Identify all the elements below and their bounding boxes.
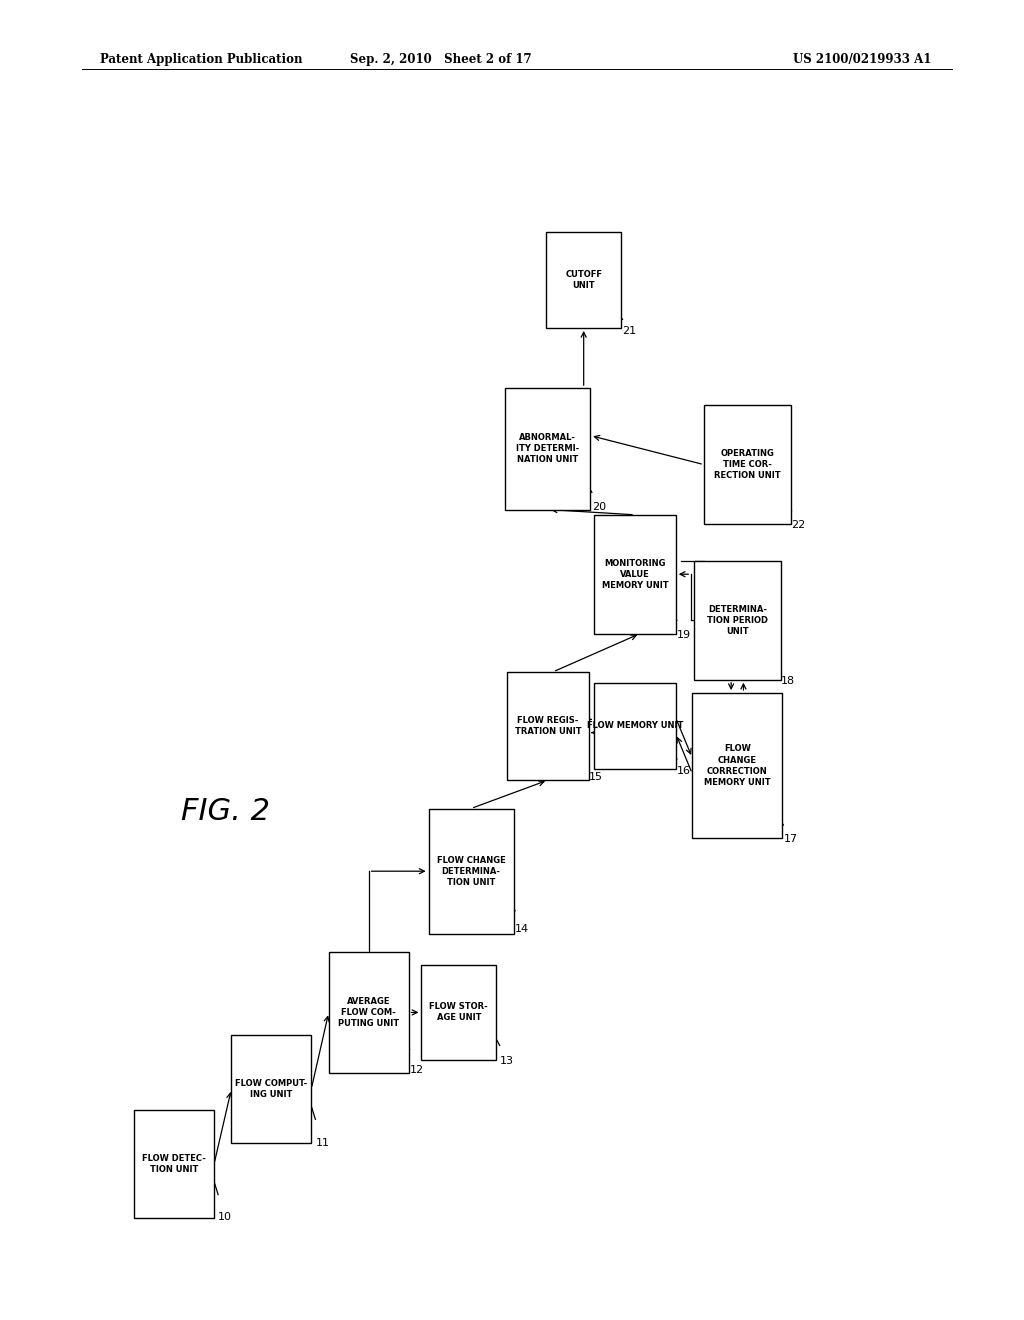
- Text: 17: 17: [783, 834, 798, 845]
- Bar: [692, 693, 782, 838]
- Text: 16: 16: [677, 766, 691, 776]
- Text: FLOW CHANGE
DETERMINA-
TION UNIT: FLOW CHANGE DETERMINA- TION UNIT: [436, 855, 506, 887]
- Bar: [231, 1035, 311, 1143]
- Text: 20: 20: [592, 502, 606, 512]
- Text: FLOW
CHANGE
CORRECTION
MEMORY UNIT: FLOW CHANGE CORRECTION MEMORY UNIT: [703, 744, 771, 787]
- Text: OPERATING
TIME COR-
RECTION UNIT: OPERATING TIME COR- RECTION UNIT: [714, 449, 781, 480]
- Text: CUTOFF
UNIT: CUTOFF UNIT: [565, 269, 602, 290]
- Text: MONITORING
VALUE
MEMORY UNIT: MONITORING VALUE MEMORY UNIT: [601, 558, 669, 590]
- Text: 22: 22: [792, 520, 806, 531]
- Text: AVERAGE
FLOW COM-
PUTING UNIT: AVERAGE FLOW COM- PUTING UNIT: [338, 997, 399, 1028]
- Bar: [429, 808, 514, 935]
- Bar: [134, 1110, 214, 1218]
- Bar: [422, 965, 497, 1060]
- Text: Patent Application Publication: Patent Application Publication: [100, 53, 303, 66]
- Text: FLOW MEMORY UNIT: FLOW MEMORY UNIT: [587, 722, 683, 730]
- Text: FLOW COMPUT-
ING UNIT: FLOW COMPUT- ING UNIT: [236, 1078, 307, 1100]
- Text: 13: 13: [500, 1056, 514, 1067]
- Text: 15: 15: [589, 772, 603, 783]
- Bar: [547, 232, 621, 327]
- Text: Sep. 2, 2010   Sheet 2 of 17: Sep. 2, 2010 Sheet 2 of 17: [349, 53, 531, 66]
- Bar: [594, 684, 676, 768]
- Text: US 2100/0219933 A1: US 2100/0219933 A1: [794, 53, 932, 66]
- Text: 21: 21: [623, 326, 637, 337]
- Text: ABNORMAL-
ITY DETERMI-
NATION UNIT: ABNORMAL- ITY DETERMI- NATION UNIT: [516, 433, 580, 465]
- Bar: [705, 405, 791, 524]
- Text: FIG. 2: FIG. 2: [181, 797, 269, 826]
- Text: 12: 12: [410, 1065, 424, 1076]
- Bar: [329, 952, 409, 1073]
- Text: DETERMINA-
TION PERIOD
UNIT: DETERMINA- TION PERIOD UNIT: [707, 605, 768, 636]
- Text: FLOW REGIS-
TRATION UNIT: FLOW REGIS- TRATION UNIT: [514, 715, 582, 737]
- Text: 18: 18: [781, 676, 796, 686]
- Text: 19: 19: [677, 630, 691, 640]
- Bar: [694, 561, 780, 680]
- Text: FLOW DETEC-
TION UNIT: FLOW DETEC- TION UNIT: [142, 1154, 206, 1175]
- Bar: [507, 672, 589, 780]
- Bar: [506, 388, 590, 510]
- Bar: [594, 515, 676, 634]
- Text: 14: 14: [515, 924, 529, 935]
- Text: 11: 11: [315, 1138, 330, 1148]
- Text: 10: 10: [218, 1212, 232, 1222]
- Text: FLOW STOR-
AGE UNIT: FLOW STOR- AGE UNIT: [429, 1002, 488, 1023]
